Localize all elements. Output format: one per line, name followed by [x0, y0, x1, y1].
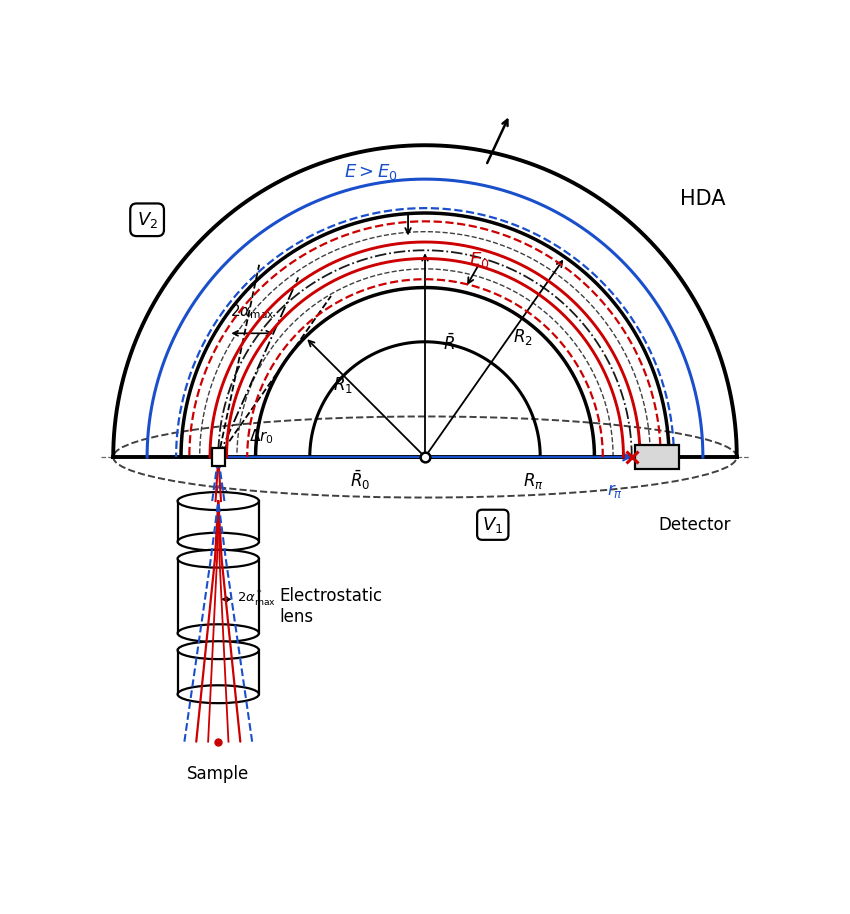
Text: $E_0$: $E_0$ [469, 250, 490, 271]
Text: $\Delta r_0$: $\Delta r_0$ [249, 428, 274, 446]
Ellipse shape [178, 686, 259, 703]
Ellipse shape [178, 624, 259, 643]
Text: Detector: Detector [658, 515, 731, 534]
Text: $V_2$: $V_2$ [137, 210, 157, 229]
Text: Sample: Sample [187, 765, 249, 783]
Text: $r_0$: $r_0$ [214, 482, 230, 500]
Ellipse shape [178, 642, 259, 659]
Ellipse shape [178, 533, 259, 550]
Text: $\bar{R}_0$: $\bar{R}_0$ [350, 469, 371, 493]
Text: $r_{\pi}$: $r_{\pi}$ [607, 482, 623, 500]
Text: $R_2$: $R_2$ [513, 327, 532, 347]
Text: $2\alpha^*_{\mathrm{max}}$: $2\alpha^*_{\mathrm{max}}$ [237, 590, 276, 610]
Text: Electrostatic
lens: Electrostatic lens [280, 587, 382, 625]
Ellipse shape [178, 549, 259, 568]
Text: $V_1$: $V_1$ [482, 515, 503, 535]
Bar [178, 558, 259, 633]
Text: $2\alpha_{\mathrm{max}}$: $2\alpha_{\mathrm{max}}$ [230, 303, 275, 322]
Text: $E > E_0$: $E > E_0$ [343, 163, 398, 182]
Ellipse shape [178, 492, 259, 510]
Text: HDA: HDA [680, 189, 726, 209]
Bar [178, 501, 259, 542]
Text: $\bar{R}$: $\bar{R}$ [443, 333, 455, 354]
Text: $R_1$: $R_1$ [333, 375, 353, 395]
Bar [178, 650, 259, 695]
Bar [635, 445, 679, 469]
Text: $R_{\pi}$: $R_{\pi}$ [523, 471, 544, 491]
Bar [212, 448, 224, 466]
